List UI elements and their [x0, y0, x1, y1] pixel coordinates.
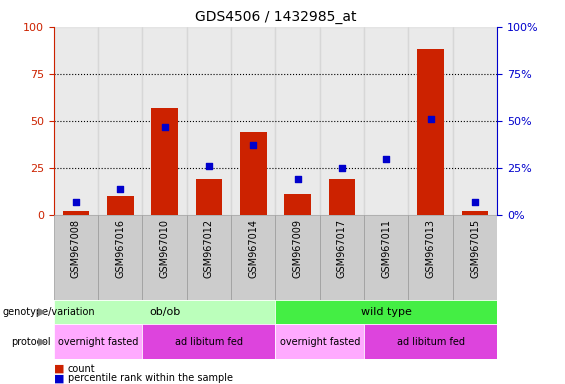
- Bar: [107, 196, 133, 215]
- Bar: [231, 215, 276, 300]
- Bar: [462, 211, 488, 215]
- Bar: [142, 324, 276, 359]
- Text: ad libitum fed: ad libitum fed: [397, 337, 464, 347]
- Text: GSM967009: GSM967009: [293, 219, 303, 278]
- Bar: [320, 215, 364, 300]
- Text: overnight fasted: overnight fasted: [58, 337, 138, 347]
- Bar: [186, 215, 231, 300]
- Point: [249, 142, 258, 149]
- Bar: [364, 324, 497, 359]
- Bar: [98, 27, 142, 215]
- Bar: [364, 215, 408, 300]
- Title: GDS4506 / 1432985_at: GDS4506 / 1432985_at: [195, 10, 356, 25]
- Bar: [453, 27, 497, 215]
- Text: GSM967012: GSM967012: [204, 219, 214, 278]
- Text: count: count: [68, 364, 95, 374]
- Point: [471, 199, 480, 205]
- Point: [71, 199, 80, 205]
- Bar: [63, 211, 89, 215]
- Point: [426, 116, 435, 122]
- Bar: [364, 27, 408, 215]
- Bar: [408, 27, 453, 215]
- Point: [382, 156, 391, 162]
- Point: [116, 185, 125, 192]
- Point: [160, 124, 169, 130]
- Text: GSM967008: GSM967008: [71, 219, 81, 278]
- Bar: [142, 27, 186, 215]
- Text: ■: ■: [54, 373, 64, 383]
- Bar: [54, 27, 98, 215]
- Bar: [275, 27, 320, 215]
- Text: GSM967015: GSM967015: [470, 219, 480, 278]
- Text: genotype/variation: genotype/variation: [3, 307, 95, 317]
- Point: [293, 176, 302, 182]
- Text: GSM967011: GSM967011: [381, 219, 392, 278]
- Text: overnight fasted: overnight fasted: [280, 337, 360, 347]
- Bar: [276, 324, 364, 359]
- Text: GSM967017: GSM967017: [337, 219, 347, 278]
- Bar: [54, 215, 98, 300]
- Text: GSM967016: GSM967016: [115, 219, 125, 278]
- Text: ob/ob: ob/ob: [149, 307, 180, 317]
- Bar: [320, 27, 364, 215]
- Bar: [54, 300, 276, 324]
- Bar: [231, 27, 276, 215]
- Bar: [276, 300, 497, 324]
- Text: ▶: ▶: [38, 337, 47, 347]
- Bar: [284, 194, 311, 215]
- Text: ad libitum fed: ad libitum fed: [175, 337, 243, 347]
- Text: ▶: ▶: [38, 307, 47, 317]
- Text: wild type: wild type: [361, 307, 412, 317]
- Bar: [408, 215, 453, 300]
- Bar: [151, 108, 178, 215]
- Bar: [98, 215, 142, 300]
- Text: GSM967014: GSM967014: [248, 219, 258, 278]
- Bar: [54, 324, 142, 359]
- Point: [337, 165, 346, 171]
- Bar: [142, 215, 186, 300]
- Text: protocol: protocol: [11, 337, 51, 347]
- Text: GSM967013: GSM967013: [425, 219, 436, 278]
- Bar: [276, 215, 320, 300]
- Bar: [195, 179, 222, 215]
- Text: GSM967010: GSM967010: [159, 219, 170, 278]
- Bar: [418, 50, 444, 215]
- Bar: [186, 27, 231, 215]
- Bar: [453, 215, 497, 300]
- Text: percentile rank within the sample: percentile rank within the sample: [68, 373, 233, 383]
- Bar: [240, 132, 267, 215]
- Text: ■: ■: [54, 364, 64, 374]
- Point: [205, 163, 214, 169]
- Bar: [329, 179, 355, 215]
